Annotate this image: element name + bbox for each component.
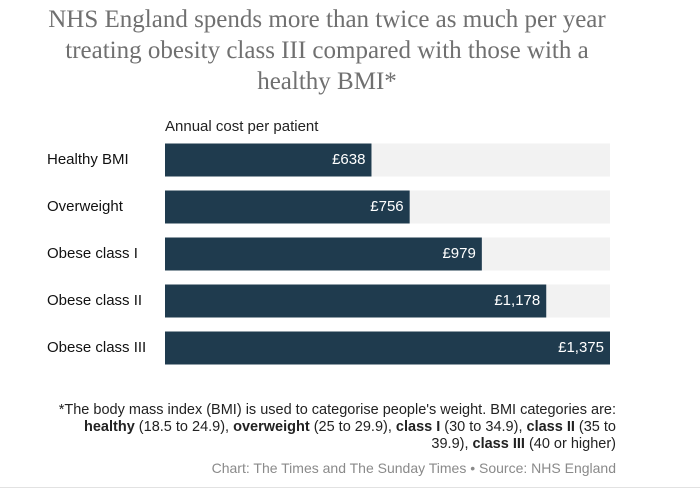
value-label: £638 [332,151,365,168]
category-label: Obese class III [47,339,146,356]
footnote-text: *The body mass index (BMI) is used to ca… [58,402,616,418]
footnote-bold: class II [526,419,575,435]
bar [165,190,410,224]
footnote-text: (30 to 34.9), [440,419,527,435]
bar [165,284,547,318]
source: Chart: The Times and The Sunday Times • … [211,460,616,476]
bar [165,237,482,271]
footnote-bold: healthy [84,419,135,435]
footnote-bold: overweight [233,419,310,435]
chart-subtitle: Annual cost per patient [165,118,319,135]
category-label: Obese class I [47,245,138,262]
footnote-text: (40 or higher) [524,436,616,452]
value-label: £756 [370,198,403,215]
category-label: Overweight [47,198,124,215]
value-label: £1,178 [494,292,540,309]
bottom-rule [0,487,700,488]
bar [165,331,610,365]
footnote-text: (25 to 29.9), [309,419,396,435]
footnote: *The body mass index (BMI) is used to ca… [55,402,616,453]
chart-title: NHS England spends more than twice as mu… [48,6,606,95]
bar [165,143,372,177]
footnote-bold: class III [472,436,525,452]
footnote-text: (18.5 to 24.9), [134,419,234,435]
value-label: £1,375 [558,339,604,356]
footnote-text: (35 to 39.9), [431,419,616,452]
value-label: £979 [442,245,475,262]
category-label: Healthy BMI [47,151,129,168]
category-label: Obese class II [47,292,142,309]
footnote-bold: class I [395,419,441,435]
